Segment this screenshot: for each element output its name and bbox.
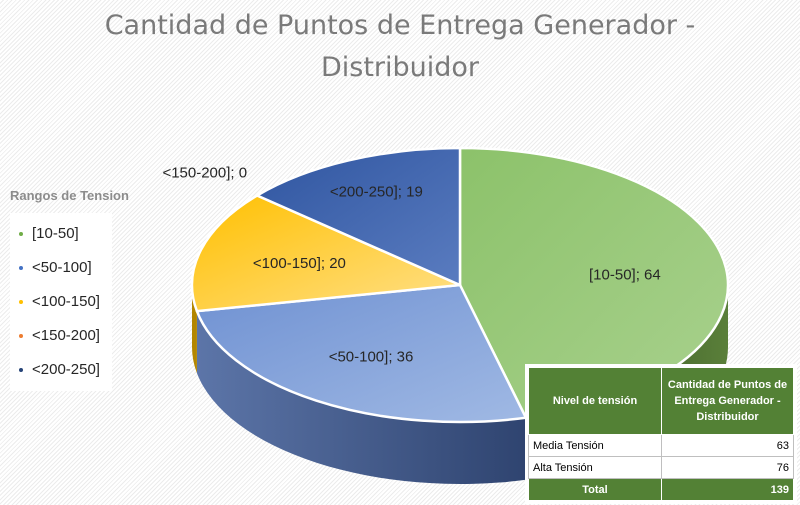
legend-label: <150-200] — [32, 327, 100, 344]
data-label-150-200: <150-200]; 0 — [162, 164, 247, 181]
legend-marker — [19, 266, 23, 270]
slice-labels: [10-50]; 64 <50-100]; 36 <100-150]; 20 <150… — [162, 164, 660, 365]
pie-slice-200-250 — [255, 146, 462, 287]
data-label-10-50: [10-50]; 64 — [589, 266, 661, 283]
data-label-50-100: <50-100]; 36 — [329, 349, 414, 366]
total-value: 139 — [661, 478, 794, 501]
row-value: 63 — [661, 434, 794, 457]
legend-list: [10-50] <50-100] <100-150] <150-200] <20… — [10, 213, 112, 391]
legend-marker — [19, 368, 23, 372]
legend-item-50-100: <50-100] — [10, 251, 112, 285]
legend-label: <100-150] — [32, 293, 100, 310]
legend-label: <200-250] — [32, 361, 100, 378]
legend-label: [10-50] — [32, 225, 79, 242]
pie-slice-100-150 — [190, 194, 462, 313]
pie-side-50-100 — [196, 311, 526, 484]
table-header-row: Nivel de tensión Cantidad de Puntos de E… — [528, 367, 794, 435]
table-row: Media Tensión 63 — [528, 434, 794, 457]
chart-title-line-1: Cantidad de Puntos de Entrega Generador … — [105, 10, 696, 41]
data-label-100-150: <100-150]; 20 — [253, 255, 346, 272]
summary-table: Nivel de tensión Cantidad de Puntos de E… — [525, 364, 797, 504]
row-label: Media Tensión — [528, 434, 662, 457]
row-label: Alta Tensión — [528, 456, 662, 479]
legend-item-200-250: <200-250] — [10, 353, 112, 387]
legend-title: Rangos de Tension — [10, 188, 129, 203]
header-nivel-tension: Nivel de tensión — [528, 367, 662, 435]
total-label: Total — [528, 478, 662, 501]
legend-item-100-150: <100-150] — [10, 285, 112, 319]
legend: Rangos de Tension [10-50] <50-100] <100-… — [10, 188, 138, 391]
legend-marker — [19, 300, 23, 304]
table-row: Alta Tensión 76 — [528, 456, 794, 479]
legend-item-10-50: [10-50] — [10, 217, 112, 251]
header-cantidad-puntos: Cantidad de Puntos de Entrega Generador … — [661, 367, 794, 435]
legend-marker — [19, 334, 23, 338]
chart-title-line-2: Distribuidor — [321, 52, 480, 83]
data-label-200-250: <200-250]; 19 — [330, 184, 423, 201]
pie-slice-50-100 — [195, 283, 528, 424]
legend-label: <50-100] — [32, 259, 92, 276]
row-value: 76 — [661, 456, 794, 479]
legend-item-150-200: <150-200] — [10, 319, 112, 353]
legend-marker — [19, 232, 23, 236]
table-total-row: Total 139 — [528, 478, 794, 501]
pie-side-100-150 — [192, 285, 197, 374]
